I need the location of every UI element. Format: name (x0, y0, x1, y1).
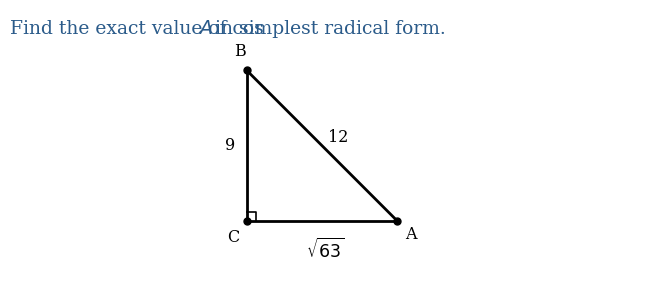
Text: 9: 9 (225, 137, 235, 154)
Text: 12: 12 (328, 129, 349, 146)
Text: A: A (405, 226, 417, 243)
Text: B: B (234, 43, 246, 60)
Text: in simplest radical form.: in simplest radical form. (209, 20, 445, 38)
Text: C: C (227, 229, 239, 246)
Text: Find the exact value of cos: Find the exact value of cos (10, 20, 269, 38)
Text: $A$: $A$ (198, 20, 213, 38)
Text: $\sqrt{63}$: $\sqrt{63}$ (306, 238, 344, 262)
